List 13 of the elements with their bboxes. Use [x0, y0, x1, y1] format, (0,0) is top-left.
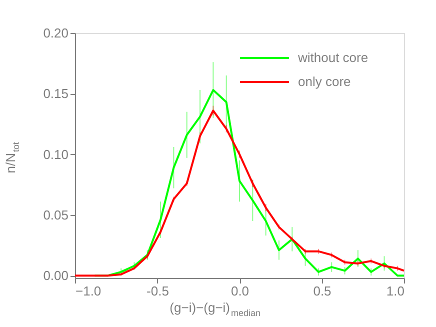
- y-tick-label: 0.00: [43, 268, 68, 284]
- x-tick-label: 1.0: [386, 284, 404, 298]
- x-tick-label: −1.0: [76, 284, 102, 298]
- x-tick-label: 0.5: [313, 284, 332, 298]
- x-tick-label: -0.5: [146, 284, 169, 298]
- y-axis-title: n/Ntot: [3, 141, 21, 174]
- y-tick-label: 0.15: [43, 86, 68, 102]
- legend-label: only core: [298, 74, 351, 89]
- y-tick-label: 0.20: [43, 26, 68, 40]
- legend-label: without core: [297, 50, 368, 65]
- x-tick-label: 0.0: [230, 284, 250, 298]
- y-tick-label: 0.10: [43, 146, 68, 162]
- y-tick-label: 0.05: [43, 207, 68, 222]
